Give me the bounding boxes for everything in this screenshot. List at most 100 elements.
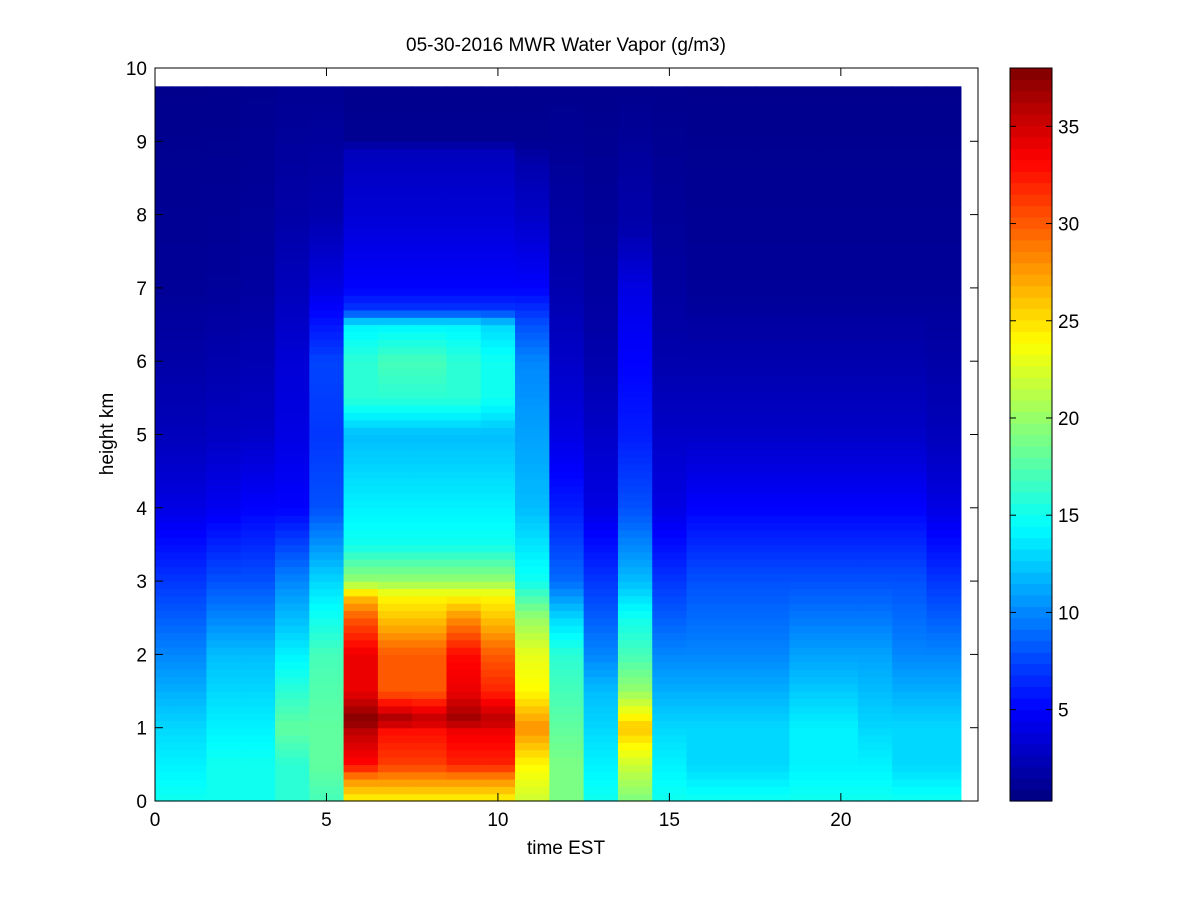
heatmap-cell (309, 419, 345, 428)
heatmap-cell (206, 463, 242, 472)
heatmap-cell (412, 478, 448, 487)
heatmap-cell (823, 573, 859, 582)
heatmap-cell (275, 749, 310, 758)
y-tick-label: 0 (136, 792, 147, 813)
heatmap-cell (309, 742, 345, 751)
heatmap-cell (446, 485, 482, 494)
heatmap-cell (926, 273, 962, 282)
heatmap-cell (652, 779, 688, 787)
heatmap-cell (172, 97, 208, 106)
heatmap-cell (309, 97, 345, 106)
heatmap-cell (172, 89, 208, 98)
heatmap-cell (720, 661, 756, 670)
heatmap-cell (377, 295, 413, 304)
heatmap-cell (926, 375, 962, 384)
heatmap-cell (617, 757, 653, 765)
heatmap-cell (515, 603, 550, 612)
heatmap-cell (172, 713, 208, 721)
heatmap-cell (343, 581, 379, 590)
heatmap-cell (275, 170, 310, 179)
heatmap-cell (617, 236, 653, 245)
heatmap-cell (755, 471, 790, 480)
heatmap-cell (892, 581, 928, 590)
heatmap-cell (720, 434, 756, 443)
heatmap-cell (515, 170, 550, 179)
heatmap-cell (686, 683, 722, 692)
heatmap-cell (206, 610, 242, 619)
heatmap-cell (823, 727, 859, 736)
heatmap-cell (857, 192, 893, 201)
heatmap-cell (789, 317, 825, 326)
heatmap-cell (206, 236, 242, 245)
heatmap-cell (446, 324, 482, 333)
heatmap-cell (412, 251, 448, 260)
heatmap-cell (583, 478, 619, 487)
heatmap-cell (617, 551, 653, 560)
heatmap-cell (652, 463, 688, 472)
heatmap-cell (892, 705, 928, 714)
heatmap-cell (686, 515, 722, 524)
heatmap-cell (892, 258, 928, 267)
heatmap-cell (377, 485, 413, 494)
heatmap-cell (652, 155, 688, 164)
heatmap-cell (686, 104, 722, 113)
heatmap-cell (755, 302, 790, 311)
heatmap-cell (857, 537, 893, 546)
heatmap-cell (892, 361, 928, 370)
heatmap-cell (480, 390, 516, 399)
heatmap-cell (412, 331, 448, 340)
heatmap-cell (652, 764, 688, 773)
heatmap-cell (583, 544, 619, 553)
heatmap-cell (343, 588, 379, 597)
colorbar-segment (1010, 571, 1052, 584)
heatmap-cell (309, 559, 345, 568)
heatmap-cell (857, 676, 893, 685)
heatmap-cell (549, 265, 585, 274)
heatmap-cell (755, 573, 790, 582)
heatmap-cell (823, 133, 859, 142)
heatmap-cell (309, 368, 345, 377)
heatmap-cell (515, 500, 550, 509)
heatmap-cell (755, 441, 790, 450)
heatmap-cell (412, 390, 448, 399)
heatmap-cell (377, 126, 413, 135)
heatmap-cell (755, 786, 790, 795)
heatmap-cell (549, 573, 585, 582)
heatmap-cell (309, 764, 345, 773)
heatmap-cell (446, 573, 482, 582)
heatmap-cell (275, 449, 310, 458)
heatmap-cell (823, 529, 859, 538)
heatmap-cell (275, 141, 310, 150)
heatmap-cell (549, 368, 585, 377)
heatmap-cell (755, 236, 790, 245)
heatmap-cell (446, 251, 482, 260)
heatmap-cell (617, 295, 653, 304)
y-tick-label: 9 (136, 132, 147, 153)
colorbar-tick-label: 20 (1058, 409, 1079, 430)
heatmap-cell (446, 493, 482, 502)
heatmap-cell (240, 383, 276, 392)
heatmap-cell (172, 647, 208, 655)
heatmap-cell (480, 177, 516, 186)
heatmap-cell (172, 405, 208, 414)
heatmap-cell (240, 537, 276, 546)
heatmap-cell (892, 735, 928, 743)
heatmap-cell (583, 309, 619, 318)
heatmap-cell (206, 331, 242, 340)
heatmap-cell (172, 368, 208, 377)
heatmap-cell (892, 698, 928, 707)
heatmap-cell (926, 588, 962, 597)
heatmap-cell (617, 603, 653, 612)
heatmap-cell (309, 471, 345, 480)
colorbar-segment (1010, 285, 1052, 298)
heatmap-cell (515, 727, 550, 736)
heatmap-cell (857, 764, 893, 773)
heatmap-cell (583, 119, 619, 128)
heatmap-cell (755, 478, 790, 487)
heatmap-cell (617, 529, 653, 538)
heatmap-cell (172, 280, 208, 289)
heatmap-cell (720, 771, 756, 780)
colorbar-segment (1010, 720, 1052, 733)
heatmap-cell (515, 507, 550, 516)
heatmap-cell (823, 141, 859, 150)
